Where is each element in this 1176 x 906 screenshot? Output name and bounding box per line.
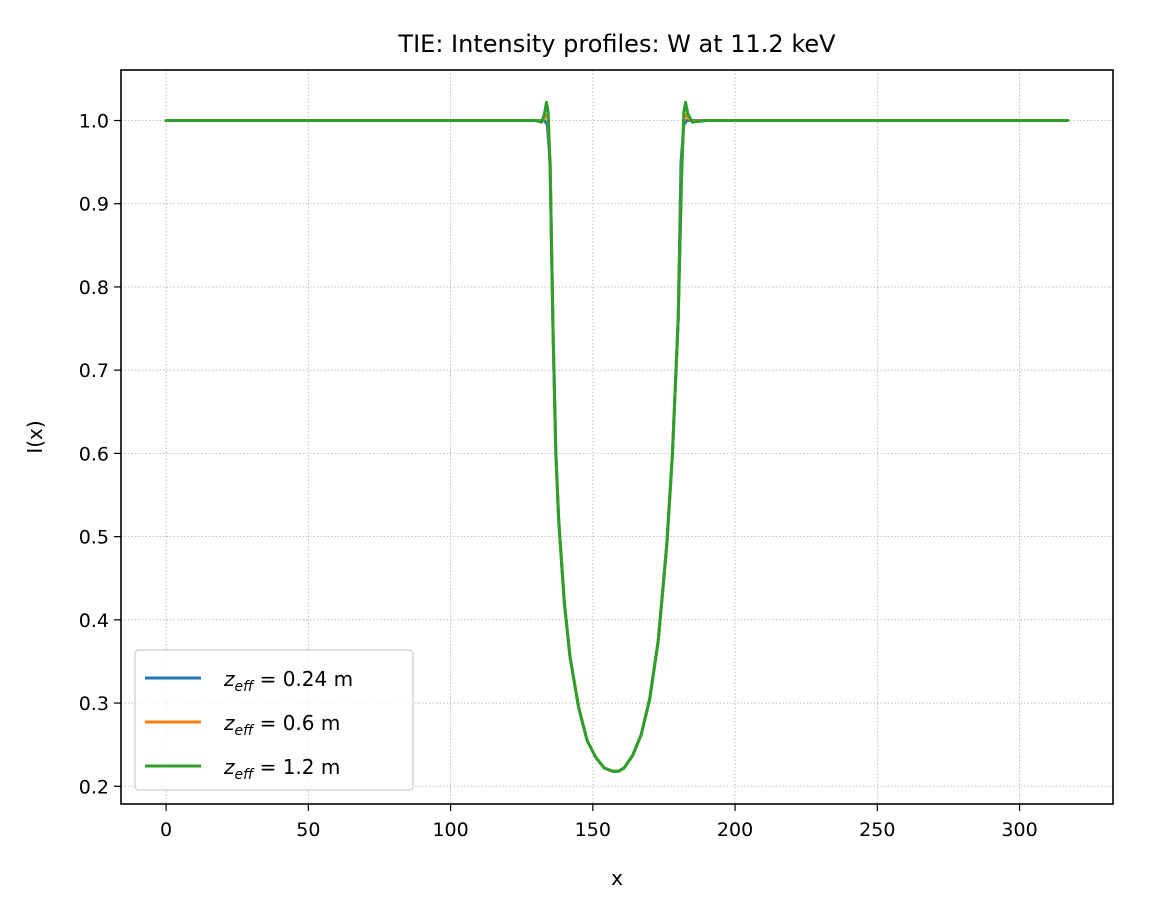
x-tick-label: 300 xyxy=(1001,819,1037,841)
legend-box xyxy=(134,649,414,791)
plot-frame xyxy=(120,69,1114,805)
x-tick-label: 250 xyxy=(859,819,895,841)
x-tick-label: 200 xyxy=(717,819,753,841)
legend: zeff = 0.24 m zeff = 0.6 m zeff = 1.2 m xyxy=(134,649,414,791)
y-tick-label: 0.9 xyxy=(79,194,109,216)
y-tick-label: 0.5 xyxy=(79,527,109,549)
ticks: 0 50 100 150 200 250 300 0.2 0.3 0.4 0.5 0.6 0.7 0.8 0… xyxy=(79,111,1038,841)
chart-title: TIE: Intensity profiles: W at 11.2 keV xyxy=(397,30,836,58)
y-tick-label: 0.4 xyxy=(79,610,109,632)
series-line-3 xyxy=(164,100,1070,773)
y-tick-label: 1.0 xyxy=(79,111,109,133)
y-axis-label: I(x) xyxy=(23,420,47,453)
x-tick-label: 100 xyxy=(432,819,468,841)
x-tick-label: 50 xyxy=(296,819,320,841)
y-tick-label: 0.7 xyxy=(79,360,109,382)
x-tick-label: 0 xyxy=(160,819,172,841)
y-tick-label: 0.6 xyxy=(79,443,109,465)
legend-label-3: zeff = 1.2 m xyxy=(223,755,340,783)
x-tick-label: 150 xyxy=(575,819,611,841)
x-axis-label: x xyxy=(611,866,623,890)
y-tick-label: 0.2 xyxy=(79,776,109,798)
legend-label-2: zeff = 0.6 m xyxy=(223,711,340,739)
y-tick-label: 0.8 xyxy=(79,277,109,299)
legend-label-1: zeff = 0.24 m xyxy=(223,667,353,695)
plot-lines xyxy=(164,100,1070,773)
y-tick-label: 0.3 xyxy=(79,693,109,715)
